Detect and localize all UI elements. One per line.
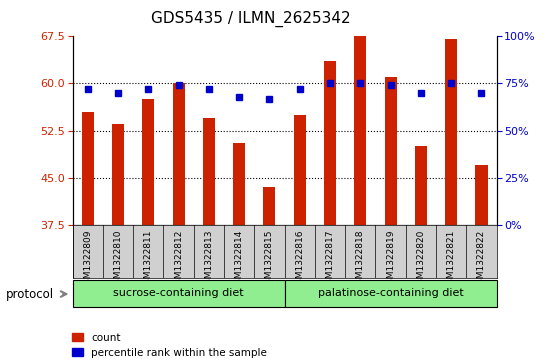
Bar: [294, 115, 306, 225]
Bar: [475, 165, 488, 225]
Bar: [112, 125, 124, 225]
Legend: count, percentile rank within the sample: count, percentile rank within the sample: [72, 333, 267, 358]
Text: GDS5435 / ILMN_2625342: GDS5435 / ILMN_2625342: [151, 11, 351, 27]
Text: GSM1322815: GSM1322815: [265, 229, 274, 290]
Text: palatinose-containing diet: palatinose-containing diet: [318, 288, 464, 298]
Bar: [354, 36, 367, 225]
Text: GSM1322810: GSM1322810: [113, 229, 122, 290]
Bar: [172, 83, 185, 225]
Text: GSM1322819: GSM1322819: [386, 229, 395, 290]
Bar: [81, 112, 94, 225]
Text: GSM1322818: GSM1322818: [356, 229, 365, 290]
Text: GSM1322814: GSM1322814: [235, 229, 244, 290]
Bar: [73, 280, 285, 307]
Bar: [384, 77, 397, 225]
Bar: [142, 99, 155, 225]
Bar: [233, 143, 245, 225]
Bar: [263, 187, 276, 225]
Bar: [203, 118, 215, 225]
Text: GSM1322812: GSM1322812: [174, 229, 183, 290]
Text: GSM1322817: GSM1322817: [325, 229, 334, 290]
Text: protocol: protocol: [6, 287, 54, 301]
Bar: [324, 61, 336, 225]
Text: GSM1322820: GSM1322820: [416, 229, 425, 290]
Text: GSM1322813: GSM1322813: [204, 229, 213, 290]
Bar: [445, 40, 457, 225]
Text: sucrose-containing diet: sucrose-containing diet: [113, 288, 244, 298]
Bar: [415, 146, 427, 225]
Text: GSM1322809: GSM1322809: [83, 229, 92, 290]
Text: GSM1322821: GSM1322821: [447, 229, 456, 290]
Text: GSM1322822: GSM1322822: [477, 229, 486, 290]
Text: GSM1322816: GSM1322816: [295, 229, 304, 290]
Bar: [285, 280, 497, 307]
Text: GSM1322811: GSM1322811: [144, 229, 153, 290]
